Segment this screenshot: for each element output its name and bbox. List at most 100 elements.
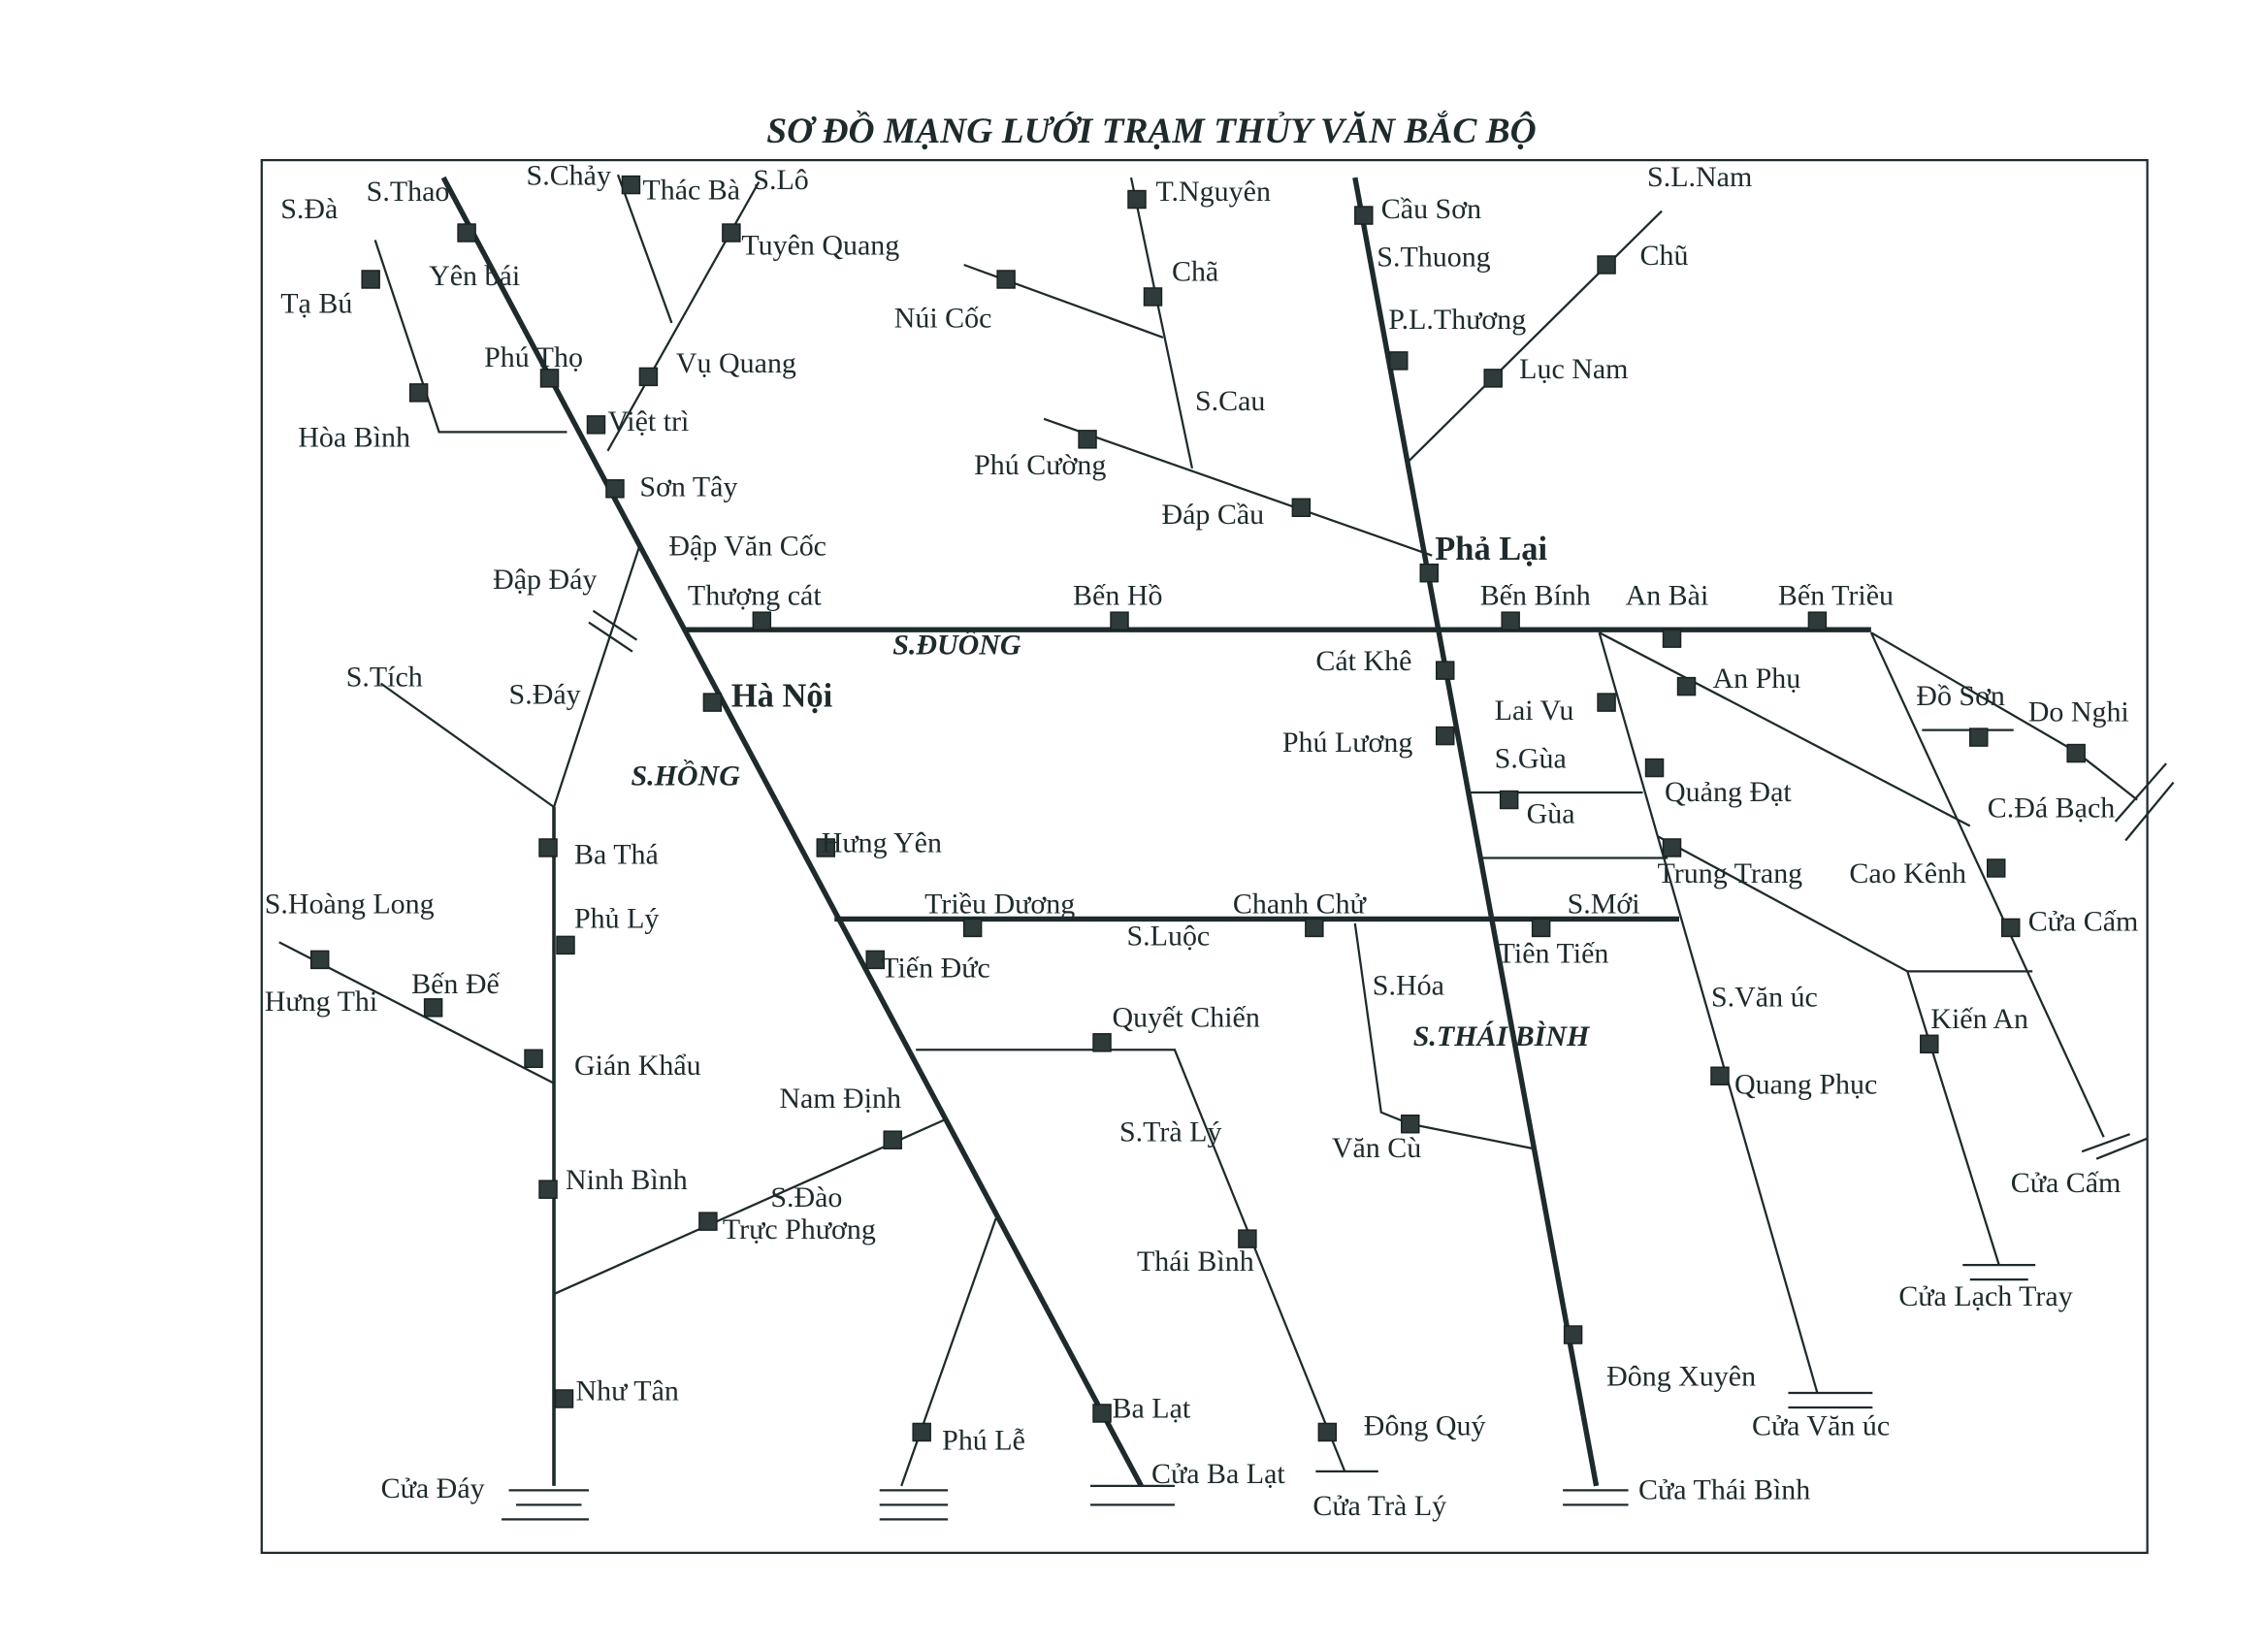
station-label: Lục Nam xyxy=(1519,353,1628,385)
da-bach-mark xyxy=(2124,781,2175,842)
station-label: Đáp Cầu xyxy=(1161,499,1264,531)
station: Bến Bính xyxy=(1480,580,1591,630)
station-label: An Phụ xyxy=(1712,663,1800,695)
river-label: Đập Văn Cốc xyxy=(668,531,826,563)
station-marker-icon xyxy=(586,415,606,435)
station-label: Hưng Thi xyxy=(265,986,377,1018)
station-label: Phú Thọ xyxy=(484,341,583,373)
station-label: Phú Lễ xyxy=(942,1424,1025,1456)
station-marker-icon xyxy=(621,175,641,195)
station: Phủ Lý xyxy=(556,902,659,955)
station-label: Ba Lạt xyxy=(1113,1392,1191,1424)
station-marker-icon xyxy=(1986,858,2006,878)
station-marker-icon xyxy=(722,223,741,242)
station-marker-icon xyxy=(1419,563,1439,583)
station-marker-icon xyxy=(1092,1033,1112,1052)
station: Cửa Cấm xyxy=(2000,905,2138,937)
station-marker-icon xyxy=(1676,676,1697,696)
station: Quảng Đạt xyxy=(1644,758,1792,808)
station-label: Núi Cốc xyxy=(894,302,992,334)
station-label: Triều Dương xyxy=(924,888,1075,920)
station: Gùa xyxy=(1499,790,1575,830)
an-phu-branch xyxy=(1599,631,1971,827)
station-label: Phả Lại xyxy=(1435,531,1547,567)
station-marker-icon xyxy=(1597,255,1616,275)
station: Ba Lạt xyxy=(1092,1392,1191,1424)
station-marker-icon xyxy=(1662,838,1682,857)
station: Đông Quý xyxy=(1317,1409,1486,1441)
station-marker-icon xyxy=(883,1130,902,1149)
station-marker-icon xyxy=(457,223,476,242)
station-marker-icon xyxy=(1710,1066,1730,1086)
station-marker-icon xyxy=(1499,790,1519,810)
station-label: An Bài xyxy=(1626,580,1709,612)
station: Cầu Sơn xyxy=(1354,193,1481,225)
station-marker-icon xyxy=(1291,498,1312,518)
station: Phả Lại xyxy=(1419,531,1548,583)
station-marker-icon xyxy=(408,383,429,403)
station: Quyết Chiến xyxy=(1092,1001,1260,1052)
river-label: Cửa Trà Lý xyxy=(1312,1490,1446,1522)
station: Nam Định xyxy=(779,1083,902,1149)
station: Ba Thá xyxy=(538,838,659,870)
song-tra-ly xyxy=(916,1049,1346,1472)
station: Phú Lễ xyxy=(912,1422,1025,1456)
station: Ninh Bình xyxy=(538,1164,688,1199)
river-label: S.Trà Lý xyxy=(1119,1116,1221,1148)
station: Chanh Chử xyxy=(1233,888,1368,938)
station-marker-icon xyxy=(1435,726,1455,746)
station-label: Đông Quý xyxy=(1364,1409,1486,1441)
station: Bến Triều xyxy=(1778,580,1894,630)
river-label: S.Thuong xyxy=(1377,241,1490,273)
station: Thác Bà xyxy=(621,175,740,207)
station-label: Tiên Tiến xyxy=(1498,937,1609,969)
da-bach-mark xyxy=(2114,762,2167,823)
map-frame xyxy=(260,158,2149,1554)
station-label: Chũ xyxy=(1640,240,1689,272)
song-hong xyxy=(440,176,1144,1488)
river-labels: S.Đà S.Thao S.Chảy S.Lô S.Cau S.L.Nam S.Thuong… xyxy=(265,160,2122,1522)
river-label: C.Đá Bạch xyxy=(1988,792,2116,824)
station: Như Tân xyxy=(554,1374,679,1408)
station: Chũ xyxy=(1597,240,1689,275)
station-label: Phú Cường xyxy=(974,449,1106,481)
station: Lai Vu xyxy=(1495,693,1616,727)
station-label: Phủ Lý xyxy=(574,902,659,934)
cua-cam-mark xyxy=(2081,1133,2131,1153)
station-marker-icon xyxy=(309,950,330,970)
river-label: S.Tích xyxy=(346,662,423,694)
station-label: Bến Hồ xyxy=(1073,580,1162,612)
station-label: Lai Vu xyxy=(1495,695,1574,727)
station-label: Ninh Bình xyxy=(566,1164,688,1196)
station: Lục Nam xyxy=(1483,353,1629,388)
station: Đáp Cầu xyxy=(1161,498,1312,531)
station-label: Ba Thá xyxy=(574,838,659,870)
river-label: Đập Đáy xyxy=(493,564,597,596)
station-marker-icon xyxy=(554,1389,574,1408)
station: Kiến An xyxy=(1920,1003,2028,1054)
station-marker-icon xyxy=(1401,1114,1420,1134)
station-marker-icon xyxy=(865,950,885,970)
station: Yên bái xyxy=(429,223,520,292)
station-marker-icon xyxy=(1078,430,1097,449)
river-label: S.Lô xyxy=(753,164,808,196)
day-upper xyxy=(552,544,641,808)
river-label: S.HỒNG xyxy=(631,760,740,792)
station-label: Cao Kênh xyxy=(1849,857,1966,889)
station-marker-icon xyxy=(638,367,659,387)
station: Do Nghi xyxy=(2028,696,2129,763)
song-da xyxy=(373,240,567,434)
nui-coc-branch xyxy=(963,263,1164,339)
song-thai-binh xyxy=(1352,177,1600,1487)
station-label: P.L.Thương xyxy=(1388,304,1526,336)
river-label: S.THÁI BÌNH xyxy=(1413,1020,1591,1052)
station-label: Phú Lương xyxy=(1282,727,1413,759)
station-marker-icon xyxy=(1969,728,1989,747)
station-marker-icon xyxy=(912,1422,931,1442)
station-label: Quyết Chiến xyxy=(1113,1001,1260,1033)
station: An Bài xyxy=(1626,580,1709,648)
station-marker-icon xyxy=(1920,1034,1939,1054)
song-van-uc xyxy=(1598,631,1819,1394)
station-label: Đồ Sơn xyxy=(1916,680,2005,712)
station: Hưng Yên xyxy=(816,826,942,858)
